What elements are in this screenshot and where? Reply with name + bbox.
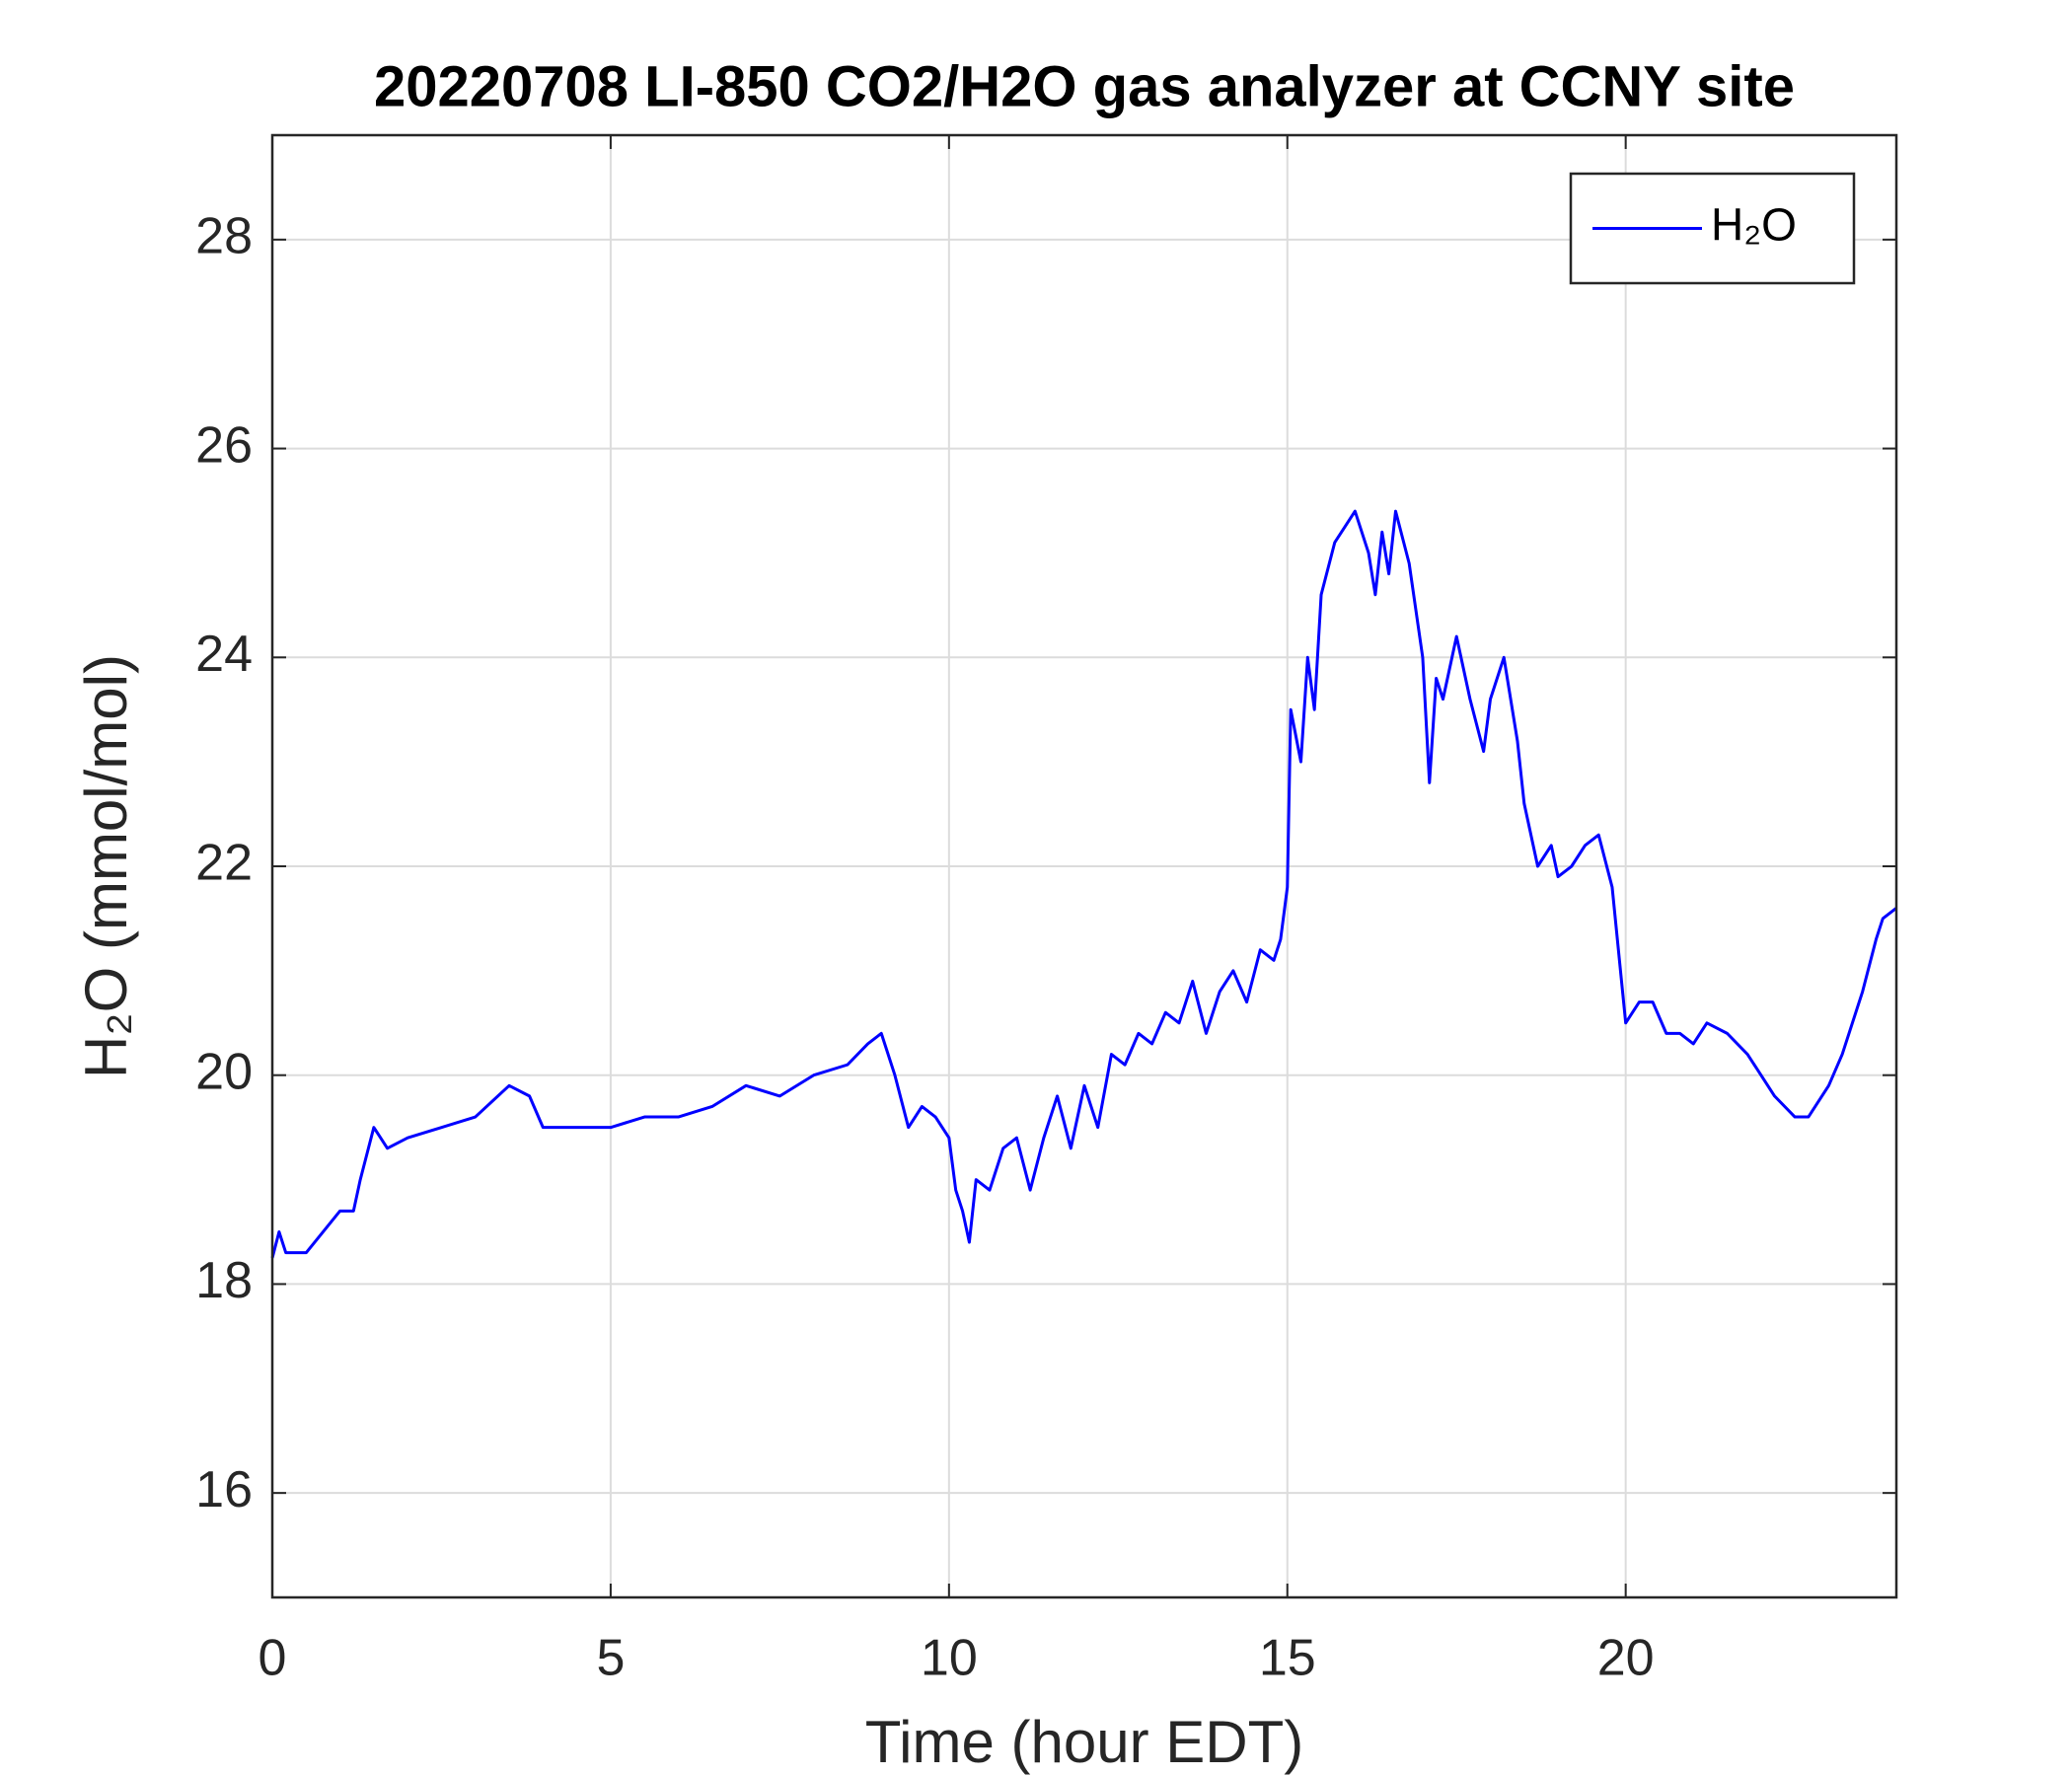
y-axis-label: H₂O (mmol/mol) <box>73 654 139 1078</box>
x-axis-label: Time (hour EDT) <box>865 1709 1304 1775</box>
y-tick-label: 20 <box>195 1043 253 1100</box>
x-tick-label: 0 <box>259 1630 287 1687</box>
y-tick-label: 24 <box>195 626 253 683</box>
y-tick-label: 18 <box>195 1252 253 1309</box>
x-tick-label: 10 <box>921 1630 978 1687</box>
x-tick-label: 5 <box>596 1630 625 1687</box>
legend-label: H₂O <box>1711 199 1797 251</box>
chart-title: 20220708 LI-850 CO2/H2O gas analyzer at … <box>374 54 1795 118</box>
axes-box <box>270 133 1898 1599</box>
y-tick-label: 28 <box>195 208 253 265</box>
data-line <box>270 509 1897 1259</box>
y-tick-label: 16 <box>195 1461 253 1518</box>
x-tick-label: 15 <box>1259 1630 1316 1687</box>
x-tick-label: 20 <box>1597 1630 1655 1687</box>
y-tick-label: 26 <box>195 416 253 474</box>
y-tick-label: 22 <box>195 835 253 892</box>
